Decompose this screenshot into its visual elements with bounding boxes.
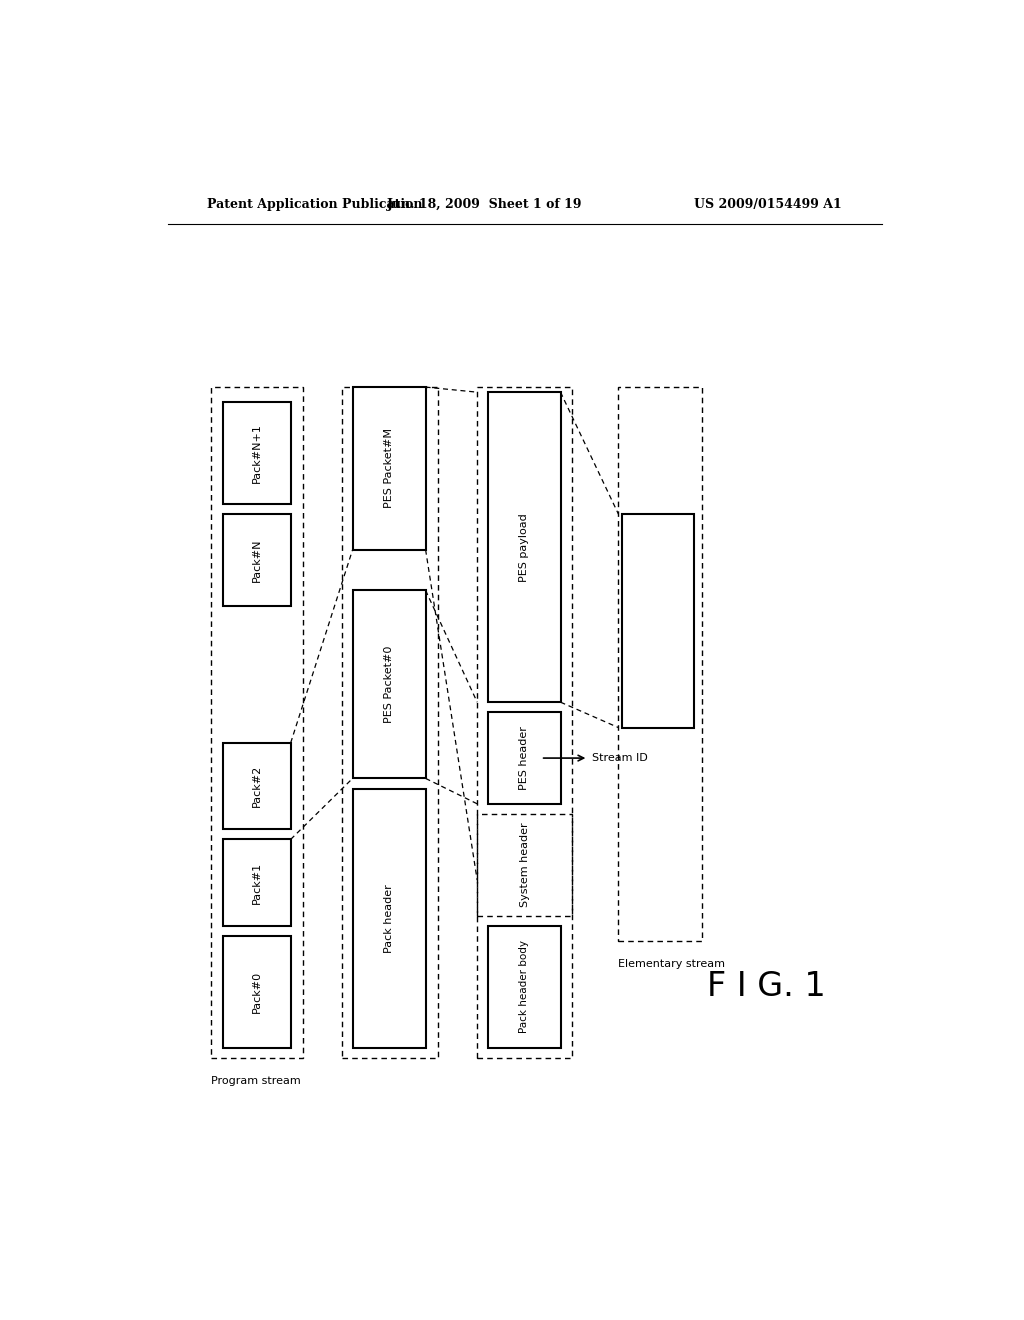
Bar bbox=[223, 403, 291, 504]
Bar bbox=[223, 743, 291, 829]
Text: PES Packet#M: PES Packet#M bbox=[384, 429, 394, 508]
Text: Elementary stream: Elementary stream bbox=[618, 960, 725, 969]
Text: PES payload: PES payload bbox=[519, 512, 529, 582]
Bar bbox=[352, 387, 426, 549]
Text: US 2009/0154499 A1: US 2009/0154499 A1 bbox=[694, 198, 842, 211]
Bar bbox=[477, 387, 572, 1057]
Bar bbox=[223, 513, 291, 606]
Text: Patent Application Publication: Patent Application Publication bbox=[207, 198, 423, 211]
Bar bbox=[223, 840, 291, 925]
Text: Pack#N+1: Pack#N+1 bbox=[252, 424, 262, 483]
Text: Pack header body: Pack header body bbox=[519, 940, 529, 1034]
Bar bbox=[352, 590, 426, 779]
Bar bbox=[618, 387, 701, 941]
Bar bbox=[487, 925, 560, 1048]
Bar bbox=[487, 392, 560, 702]
Bar bbox=[342, 387, 437, 1057]
Bar bbox=[211, 387, 303, 1057]
Text: Pack#0: Pack#0 bbox=[252, 970, 262, 1012]
Bar bbox=[623, 515, 694, 727]
Text: Jun. 18, 2009  Sheet 1 of 19: Jun. 18, 2009 Sheet 1 of 19 bbox=[387, 198, 583, 211]
Text: Program stream: Program stream bbox=[211, 1076, 301, 1086]
Bar bbox=[352, 788, 426, 1048]
Text: PES header: PES header bbox=[519, 726, 529, 789]
Text: Pack#1: Pack#1 bbox=[252, 862, 262, 904]
Text: F I G. 1: F I G. 1 bbox=[708, 970, 826, 1003]
Bar bbox=[477, 814, 572, 916]
Bar bbox=[223, 936, 291, 1048]
Text: PES Packet#0: PES Packet#0 bbox=[384, 645, 394, 723]
Text: Stream ID: Stream ID bbox=[592, 754, 648, 763]
Text: Pack#2: Pack#2 bbox=[252, 764, 262, 807]
Text: System header: System header bbox=[520, 822, 529, 907]
Text: Pack#N: Pack#N bbox=[252, 539, 262, 582]
Bar bbox=[487, 713, 560, 804]
Text: Pack header: Pack header bbox=[384, 884, 394, 953]
